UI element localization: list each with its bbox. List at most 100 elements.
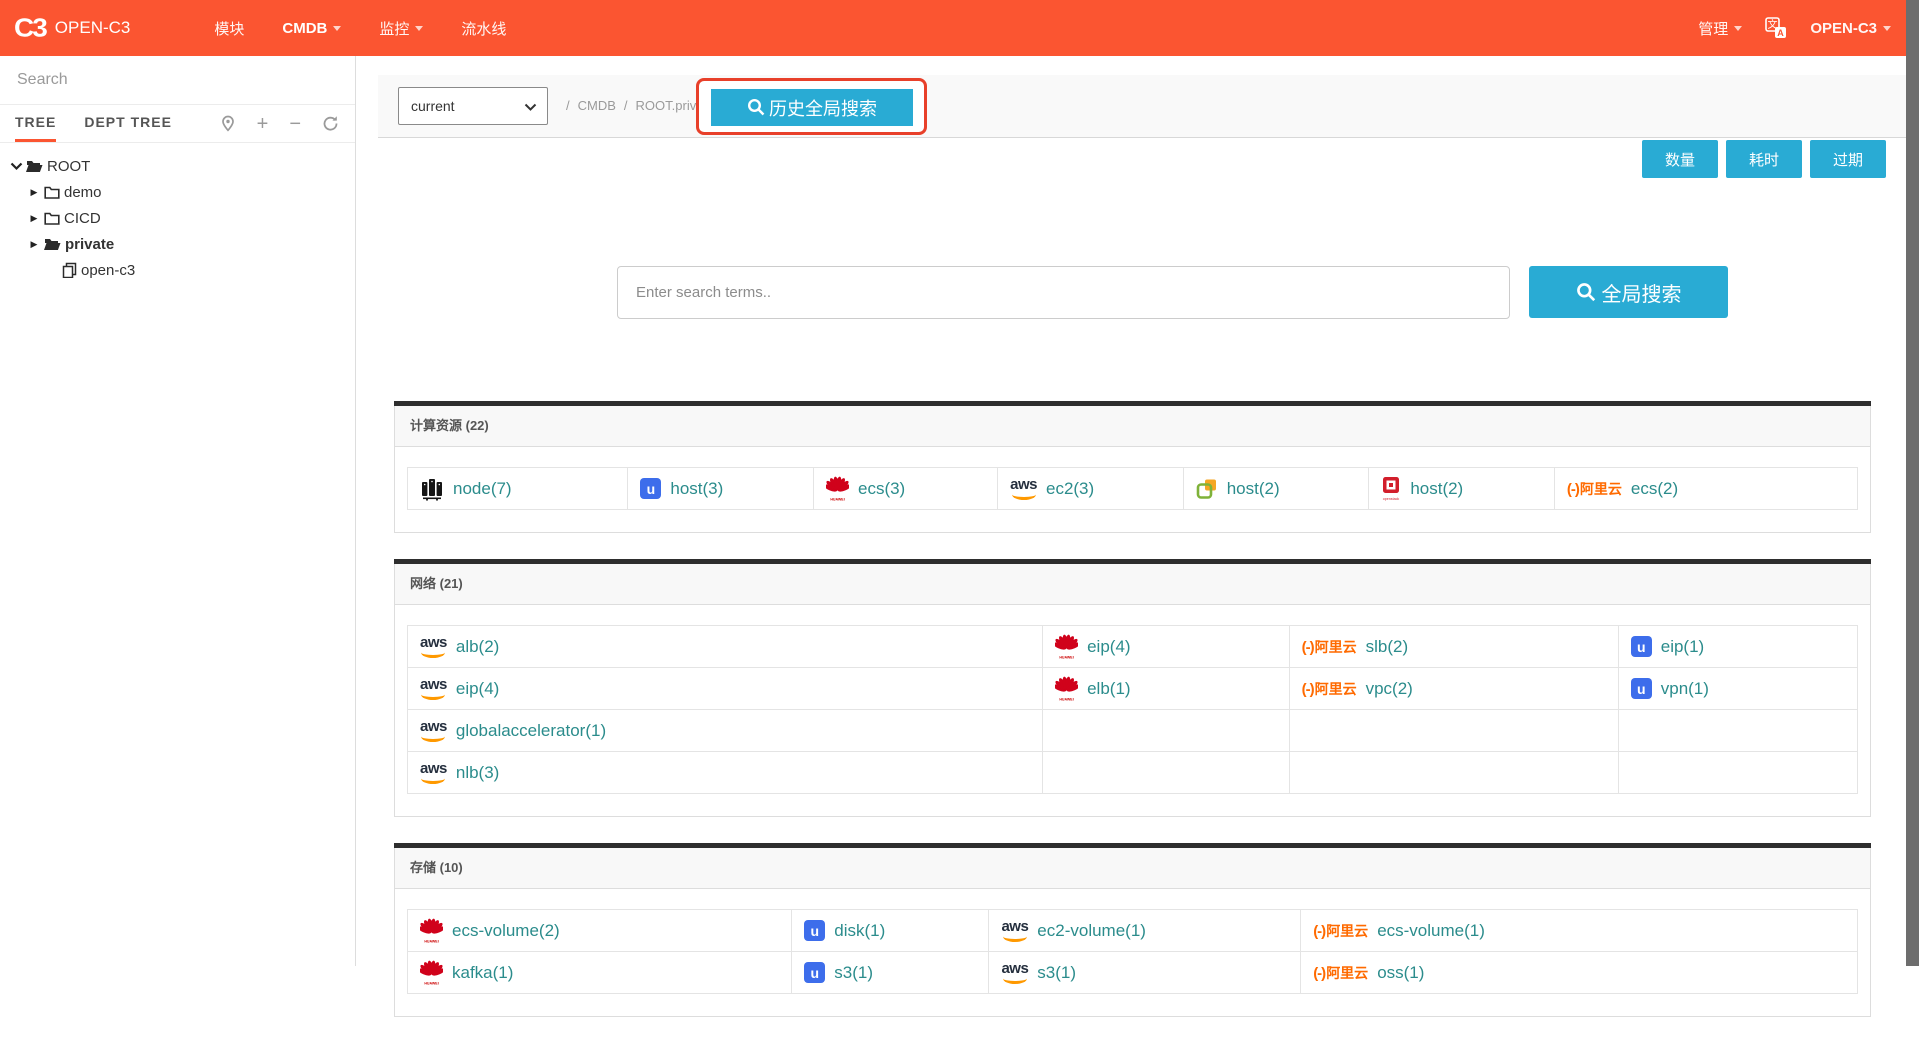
metric-button-过期[interactable]: 过期: [1810, 140, 1886, 178]
tree-expander[interactable]: ▶: [30, 238, 38, 249]
resource-link-kafka(1)[interactable]: HUAWEI kafka(1): [420, 959, 787, 986]
chevron-down-icon: [333, 25, 342, 31]
top-navbar: C3 OPEN-C3 模块 CMDB 监控 流水线 管理 文 A OPEN-C3: [0, 0, 1919, 56]
table-row: HUAWEI kafka(1) u s3(1) aws s3(1) (-) 阿里云 oss(1): [406, 951, 1858, 994]
folder-icon: [44, 186, 60, 199]
resource-link-globalaccelerator(1)[interactable]: aws globalaccelerator(1): [420, 719, 1038, 742]
chevron-down-icon: [1734, 25, 1743, 31]
folder-open-icon: [44, 239, 61, 250]
tree-node-ROOT[interactable]: ROOT: [0, 153, 355, 179]
resource-link-disk(1)[interactable]: u disk(1): [804, 920, 984, 941]
table-row: aws eip(4) HUAWEI elb(1) (-) 阿里云 vpc(2) u vpn(1): [406, 667, 1859, 710]
resource-link-node(7)[interactable]: node(7): [420, 477, 623, 501]
resource-link-ecs-volume(2)[interactable]: HUAWEI ecs-volume(2): [420, 917, 787, 944]
table-row: node(7) u host(3) HUAWEI ecs(3) aws ec2(3) host…: [406, 467, 1859, 510]
nav-item-CMDB[interactable]: CMDB: [282, 20, 342, 37]
resource-link-vpn(1)[interactable]: u vpn(1): [1630, 678, 1853, 699]
section-title: 存储 (10): [394, 848, 1871, 889]
tree-expander[interactable]: ▶: [30, 186, 38, 197]
svg-text:HUAWEI: HUAWEI: [1059, 656, 1073, 660]
resource-link-eip(4)[interactable]: HUAWEI eip(4): [1055, 633, 1285, 660]
nav-item-监控[interactable]: 监控: [379, 18, 424, 39]
vertical-scrollbar[interactable]: [1906, 0, 1919, 966]
resource-link-elb(1)[interactable]: HUAWEI elb(1): [1055, 675, 1285, 702]
nav-item-流水线[interactable]: 流水线: [461, 20, 507, 38]
history-global-search-button[interactable]: 历史全局搜索: [711, 89, 913, 126]
nav-menu: 模块 CMDB 监控 流水线: [214, 18, 506, 39]
table-row: aws nlb(3): [406, 751, 1859, 794]
aliyun-icon: (-) 阿里云: [1301, 680, 1357, 698]
environment-select[interactable]: current: [398, 87, 548, 125]
sidebar-tabs: TREE DEPT TREE + −: [0, 105, 355, 143]
section-title: 计算资源 (22): [394, 406, 1871, 447]
search-icon: [747, 98, 765, 116]
ucloud-icon: u: [1630, 636, 1652, 657]
resource-link-eip(4)[interactable]: aws eip(4): [420, 677, 1038, 700]
breadcrumb-cmdb: CMDB: [577, 98, 616, 113]
tree-node-CICD[interactable]: ▶ CICD: [0, 205, 355, 231]
resource-link-ecs-volume(1)[interactable]: (-) 阿里云 ecs-volume(1): [1313, 920, 1485, 940]
tree-node-label: ROOT: [47, 157, 91, 175]
tree-node-label: CICD: [64, 209, 101, 227]
breadcrumb: / CMDB / ROOT.private: [566, 98, 715, 113]
sidebar: TREE DEPT TREE + − ROOT ▶ demo ▶ CICD ▶ privat…: [0, 56, 356, 966]
tab-dept-tree[interactable]: DEPT TREE: [84, 114, 172, 130]
resource-link-ec2(3)[interactable]: aws ec2(3): [1010, 477, 1179, 500]
locate-pin-icon[interactable]: [220, 115, 236, 132]
chevron-down-icon: [1883, 25, 1891, 31]
resource-link-slb(2)[interactable]: (-) 阿里云 slb(2): [1301, 636, 1409, 656]
nav-item-account[interactable]: OPEN-C3: [1810, 20, 1891, 37]
svg-text:文: 文: [1768, 18, 1778, 31]
section-card-网络: 网络 (21) aws alb(2) HUAWEI eip(4) (-) 阿里云 slb(2)…: [394, 559, 1871, 817]
expand-plus-icon[interactable]: +: [256, 112, 269, 135]
tree-expander[interactable]: [8, 162, 24, 171]
tree-node-private[interactable]: ▶ private: [0, 231, 355, 257]
ovirt-icon: [1196, 478, 1218, 500]
resource-link-ecs(2)[interactable]: (-) 阿里云 ecs(2): [1566, 478, 1679, 498]
ucloud-icon: u: [804, 962, 826, 983]
resource-link-ecs(3)[interactable]: HUAWEI ecs(3): [825, 475, 993, 502]
resource-link-s3(1)[interactable]: aws s3(1): [1001, 961, 1296, 984]
resource-link-nlb(3)[interactable]: aws nlb(3): [420, 761, 1038, 784]
chevron-down-icon: [415, 25, 424, 31]
resource-link-alb(2)[interactable]: aws alb(2): [420, 635, 1038, 658]
logo-icon: C3: [14, 13, 48, 42]
aws-icon: aws: [1001, 961, 1029, 984]
tree-node-label: private: [65, 235, 115, 253]
section-card-计算资源: 计算资源 (22) node(7) u host(3) HUAWEI ecs(3) aws e…: [394, 401, 1871, 533]
resource-link-host(2)[interactable]: host(2): [1196, 478, 1365, 500]
resource-link-host(3)[interactable]: u host(3): [640, 478, 809, 499]
tree-node-demo[interactable]: ▶ demo: [0, 179, 355, 205]
tree-search-input[interactable]: [15, 70, 319, 90]
collapse-minus-icon[interactable]: −: [289, 112, 301, 135]
resource-tree: ROOT ▶ demo ▶ CICD ▶ private open-c3: [0, 143, 355, 283]
tree-node-open-c3[interactable]: open-c3: [0, 257, 355, 283]
ucloud-icon: u: [804, 920, 826, 941]
aliyun-icon: (-) 阿里云: [1566, 480, 1622, 498]
nav-item-模块[interactable]: 模块: [214, 20, 245, 38]
resource-link-ec2-volume(1)[interactable]: aws ec2-volume(1): [1001, 919, 1296, 942]
nav-right: 管理 文 A OPEN-C3: [1698, 16, 1891, 40]
folder-icon: [44, 212, 60, 225]
ucloud-icon: u: [640, 478, 662, 499]
resource-link-host(2)[interactable]: openstack host(2): [1381, 476, 1550, 502]
tab-tree[interactable]: TREE: [15, 105, 57, 142]
huawei-icon: HUAWEI: [420, 959, 443, 986]
chevron-down-icon: [10, 162, 22, 170]
tree-expander[interactable]: ▶: [30, 212, 38, 223]
app-logo[interactable]: C3 OPEN-C3: [14, 12, 130, 44]
global-search-button[interactable]: 全局搜索: [1529, 266, 1728, 318]
table-row: aws globalaccelerator(1): [406, 709, 1859, 752]
aws-icon: aws: [420, 719, 447, 742]
resource-link-vpc(2)[interactable]: (-) 阿里云 vpc(2): [1301, 678, 1413, 698]
nav-item-admin[interactable]: 管理: [1698, 18, 1743, 39]
aws-icon: aws: [1001, 919, 1029, 942]
metric-button-数量[interactable]: 数量: [1642, 140, 1718, 178]
refresh-icon[interactable]: [322, 115, 339, 132]
resource-link-eip(1)[interactable]: u eip(1): [1630, 636, 1853, 657]
global-search-input[interactable]: [617, 266, 1510, 319]
tree-tools: + −: [220, 105, 339, 142]
metric-button-耗时[interactable]: 耗时: [1726, 140, 1802, 178]
translate-icon[interactable]: 文 A: [1764, 16, 1788, 40]
resource-link-s3(1)[interactable]: u s3(1): [804, 962, 984, 983]
